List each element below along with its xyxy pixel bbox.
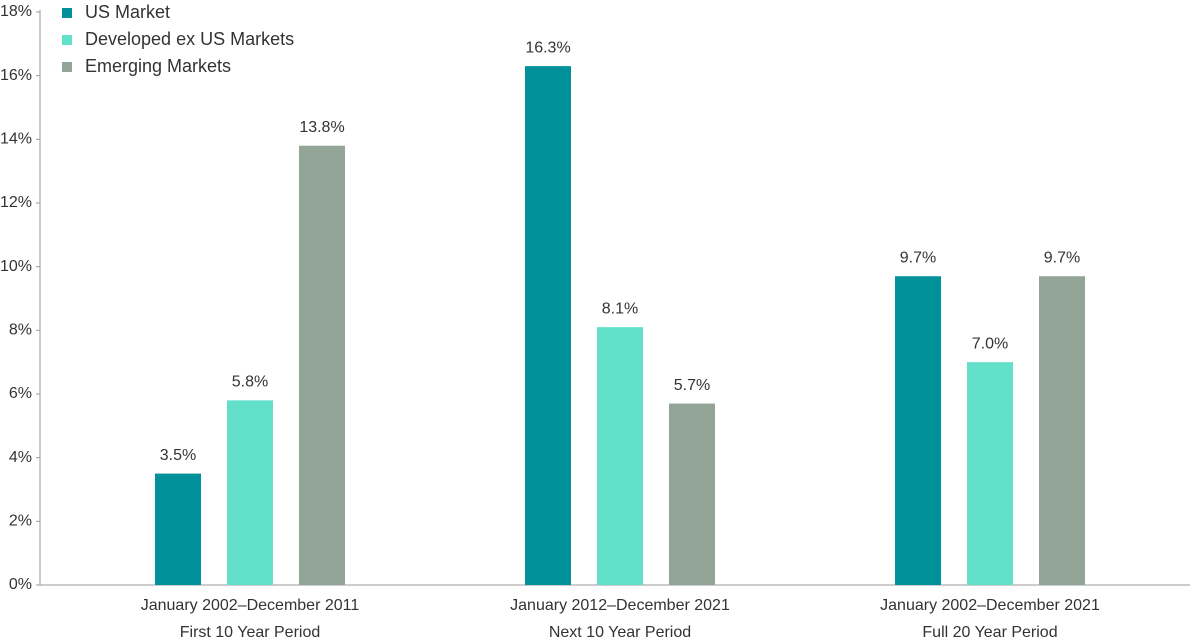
value-label: 8.1% (602, 300, 638, 317)
y-tick-label: 6% (9, 385, 32, 402)
value-label: 13.8% (299, 119, 344, 136)
x-tick-label: First 10 Year Period (180, 624, 321, 641)
x-tick-label: January 2002–December 2021 (880, 597, 1100, 614)
value-label: 7.0% (972, 335, 1008, 352)
value-label: 16.3% (525, 39, 570, 56)
bar (525, 66, 571, 585)
x-tick-label: Next 10 Year Period (549, 624, 691, 641)
value-label: 9.7% (1044, 249, 1080, 266)
legend-swatch (62, 8, 72, 18)
y-tick-label: 8% (9, 322, 32, 339)
bar (1039, 276, 1085, 585)
x-tick-label: Full 20 Year Period (922, 624, 1057, 641)
y-tick-label: 14% (0, 131, 32, 148)
bar (299, 145, 345, 585)
y-tick-label: 16% (0, 67, 32, 84)
legend-label: Emerging Markets (85, 56, 231, 76)
value-label: 9.7% (900, 249, 936, 266)
bar (669, 403, 715, 585)
legend-label: US Market (85, 2, 170, 22)
bar (227, 400, 273, 585)
value-label: 5.7% (674, 377, 710, 394)
y-tick-label: 12% (0, 194, 32, 211)
bar (895, 276, 941, 585)
y-tick-label: 2% (9, 513, 32, 530)
legend-swatch (62, 62, 72, 72)
bar (155, 473, 201, 585)
bar (967, 362, 1013, 585)
x-tick-label: January 2012–December 2021 (510, 597, 730, 614)
value-label: 5.8% (232, 374, 268, 391)
legend-label: Developed ex US Markets (85, 29, 294, 49)
y-tick-label: 4% (9, 449, 32, 466)
y-tick-label: 18% (0, 3, 32, 20)
x-tick-label: January 2002–December 2011 (141, 597, 360, 614)
value-label: 3.5% (160, 447, 196, 464)
y-tick-label: 10% (0, 258, 32, 275)
legend-swatch (62, 35, 72, 45)
y-tick-label: 0% (9, 576, 32, 593)
bar (597, 327, 643, 585)
